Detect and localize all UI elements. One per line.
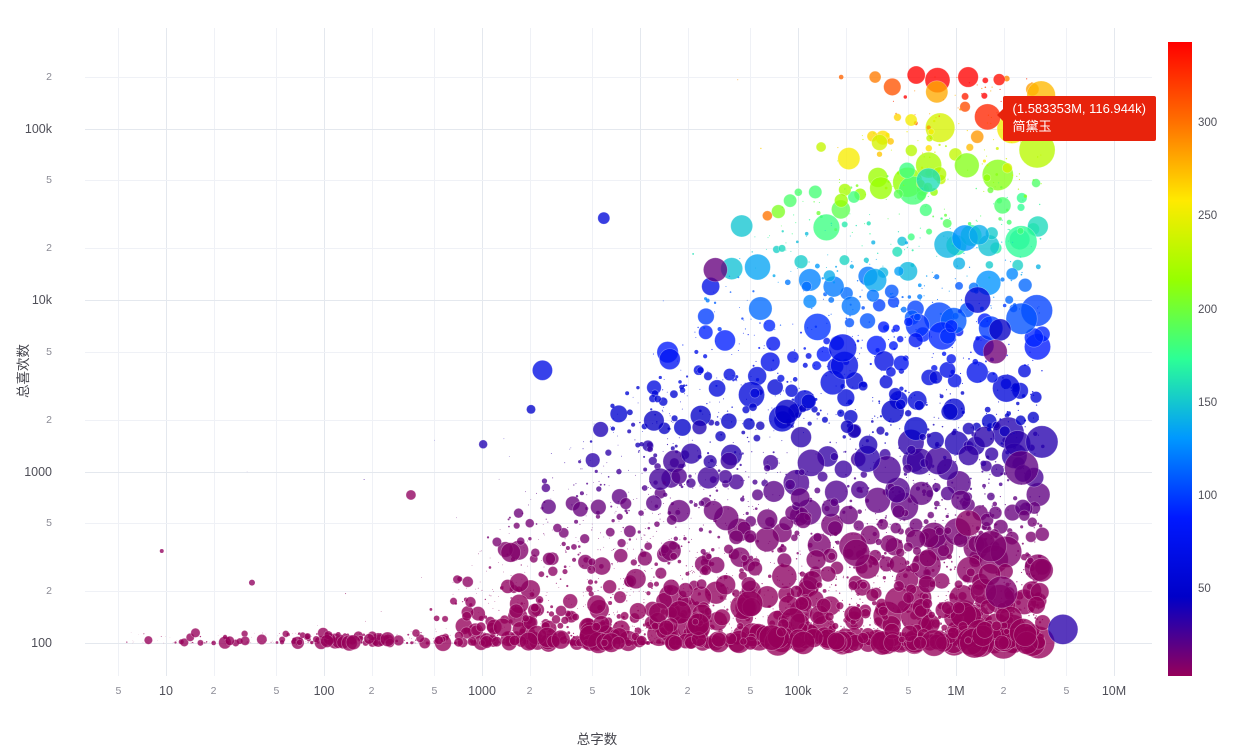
tooltip-coordinates: (1.583353M, 116.944k) <box>1012 100 1146 116</box>
y-tick-label: 1000 <box>24 464 52 479</box>
x-axis-title: 总字数 <box>576 732 618 747</box>
x-tick-label: 10k <box>629 684 651 698</box>
colorbar-tick-label: 250 <box>1198 210 1218 223</box>
y-tick-label: 5 <box>46 345 52 358</box>
x-tick-label: 5 <box>273 685 280 697</box>
colorbar-tick-label: 300 <box>1198 117 1218 130</box>
y-tick-label: 2 <box>46 242 52 255</box>
colorbar-tick-label: 200 <box>1198 303 1218 316</box>
x-tick-label: 2 <box>368 685 375 697</box>
x-tick-label: 5 <box>115 685 122 697</box>
y-tick-label: 5 <box>46 174 52 187</box>
colorbar-gradient <box>1168 42 1192 676</box>
x-tick-label: 2 <box>842 685 849 697</box>
x-tick-label: 5 <box>589 685 596 697</box>
x-tick-label: 100 <box>313 684 335 698</box>
y-tick-label: 2 <box>46 70 52 83</box>
x-tick-label: 5 <box>905 685 912 697</box>
y-tick-label: 10k <box>31 293 52 307</box>
tooltip-arrow <box>996 108 1003 121</box>
tooltip-name: 简黛玉 <box>1012 119 1052 135</box>
x-tick-label: 10M <box>1101 684 1127 698</box>
colorbar-tick-label: 50 <box>1198 583 1211 596</box>
x-tick-label: 1000 <box>468 684 496 698</box>
y-tick-label: 2 <box>46 585 52 598</box>
x-tick-label: 5 <box>747 685 754 697</box>
y-tick-label: 5 <box>46 517 52 530</box>
y-tick-label: 100k <box>24 121 52 136</box>
y-axis-title: 总喜欢数 <box>16 344 31 398</box>
x-tick-label: 10 <box>159 684 173 698</box>
x-tick-label: 2 <box>1000 685 1007 697</box>
y-tick-label: 100 <box>31 636 52 650</box>
x-tick-label: 100k <box>784 684 812 698</box>
x-tick-label: 1M <box>947 684 965 698</box>
colorbar <box>1168 42 1192 676</box>
x-tick-label: 5 <box>431 685 438 697</box>
y-tick-label: 2 <box>46 413 52 426</box>
x-tick-label: 5 <box>1063 685 1070 697</box>
x-tick-label: 2 <box>210 685 217 697</box>
x-tick-label: 2 <box>684 685 691 697</box>
colorbar-tick-label: 150 <box>1198 396 1218 409</box>
colorbar-tick-label: 100 <box>1198 489 1218 502</box>
x-tick-label: 2 <box>526 685 533 697</box>
hover-tooltip: (1.583353M, 116.944k) 简黛玉 <box>996 95 1156 142</box>
